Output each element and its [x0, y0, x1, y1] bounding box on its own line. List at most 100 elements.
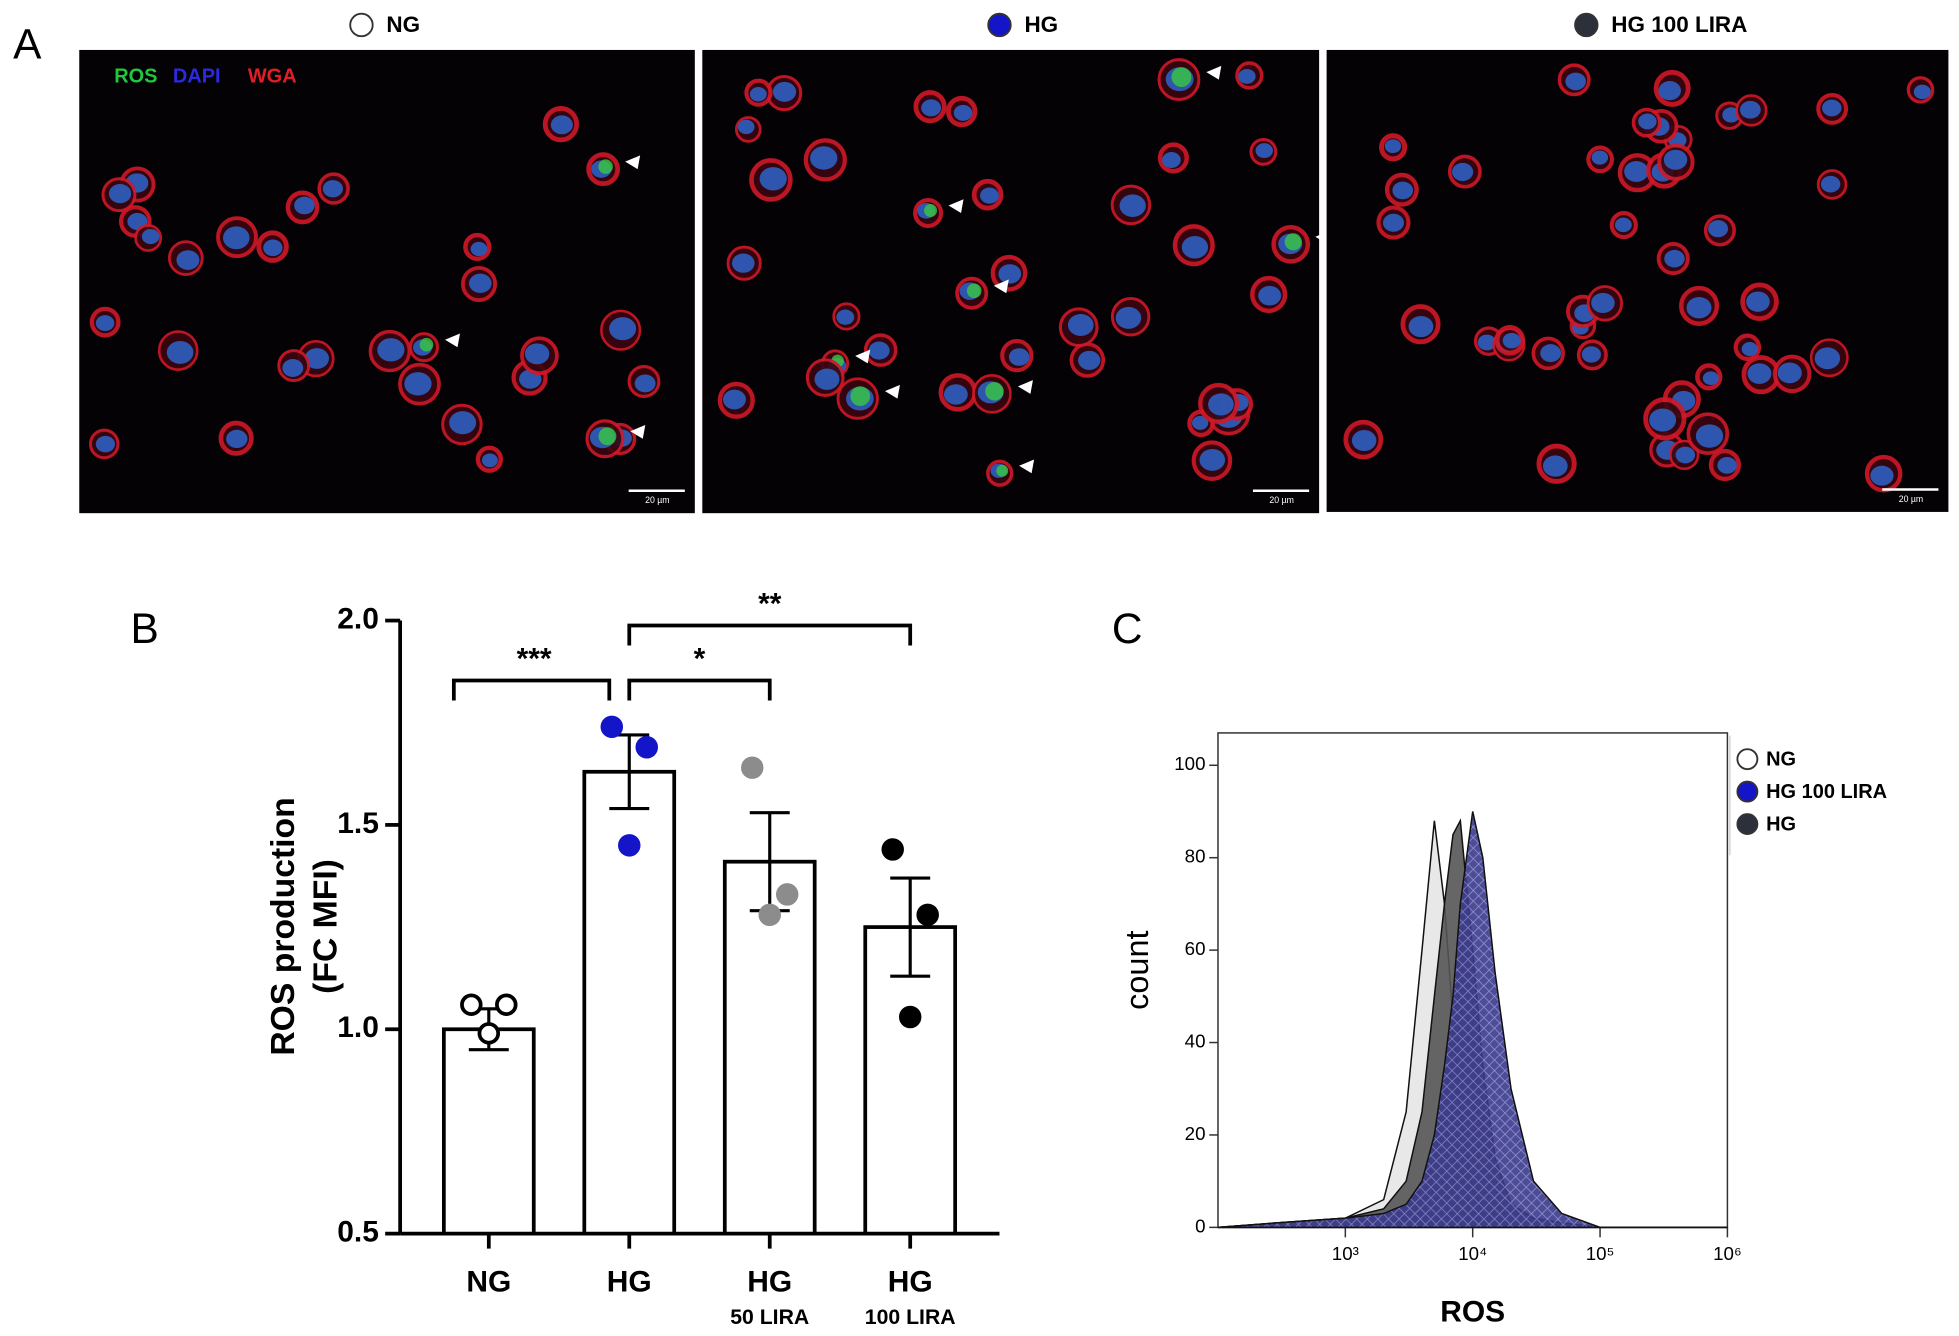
legend-label: HG	[1024, 12, 1058, 37]
cell-nucleus	[749, 87, 767, 102]
cell-nucleus	[263, 239, 283, 257]
stain-label: DAPI	[173, 66, 221, 88]
x-tick-label: 10⁶	[1713, 1243, 1742, 1264]
error-bar	[890, 876, 931, 978]
cell-nucleus	[222, 226, 250, 250]
ros-signal	[1171, 67, 1192, 88]
cell-nucleus	[1591, 150, 1609, 165]
cell-nucleus	[722, 389, 746, 410]
x-tick-label: HG	[607, 1265, 652, 1298]
data-point	[916, 903, 939, 927]
cell-nucleus	[524, 343, 550, 365]
ros-signal	[966, 283, 982, 299]
x-tick-label: 10⁵	[1586, 1243, 1615, 1264]
data-point	[881, 838, 904, 861]
cell-nucleus	[226, 429, 248, 449]
cell-nucleus	[1008, 348, 1030, 366]
cell-nucleus	[759, 167, 787, 191]
cell-nucleus	[404, 372, 432, 396]
data-point	[618, 834, 641, 857]
micrograph: 20 µm	[1326, 49, 1949, 512]
arrowhead	[1017, 380, 1033, 394]
x-tick-label: HG	[888, 1265, 933, 1298]
legend-label: HG 100 LIRA	[1766, 781, 1887, 803]
y-tick-label: 80	[1185, 846, 1206, 867]
bar	[441, 1027, 536, 1236]
ros-signal	[598, 159, 613, 174]
cell-nucleus	[1384, 139, 1402, 154]
legend-marker	[1736, 780, 1759, 803]
panel-label: B	[130, 605, 158, 652]
cell-nucleus	[1451, 162, 1474, 182]
cell-nucleus	[468, 273, 492, 294]
scale-bar-label: 20 µm	[645, 495, 669, 505]
arrowhead	[445, 333, 461, 348]
data-point	[495, 993, 518, 1016]
cell-nucleus	[1686, 297, 1712, 319]
legend-marker	[1736, 813, 1759, 835]
cell-nucleus	[1708, 220, 1729, 238]
significance-label: ***	[517, 642, 552, 675]
y-tick-label: 100	[1174, 753, 1205, 774]
x-tick-sublabel: 100 LIRA	[865, 1306, 956, 1329]
cell-nucleus	[304, 348, 329, 369]
ros-signal	[419, 337, 434, 352]
cell-nucleus	[1913, 84, 1931, 100]
cell-nucleus	[166, 340, 194, 364]
arrowhead	[1206, 65, 1222, 80]
bar	[863, 925, 958, 1236]
cell-nucleus	[176, 250, 200, 270]
cell-nucleus	[1208, 393, 1234, 416]
y-tick-label: 0	[1195, 1215, 1205, 1236]
cell-nucleus	[1814, 347, 1841, 370]
arrowhead	[1315, 230, 1331, 245]
legend-label: HG 100 LIRA	[1611, 12, 1747, 37]
y-axis-label: (FC MFI)	[307, 859, 345, 994]
cell-nucleus	[1675, 446, 1696, 464]
scale-bar-label: 20 µm	[1899, 494, 1923, 504]
arrowhead	[993, 279, 1009, 294]
legend-label: HG	[1766, 814, 1796, 836]
cell-nucleus	[1067, 313, 1094, 336]
cell-nucleus	[1542, 455, 1568, 477]
legend-label: NG	[386, 12, 420, 37]
cell-nucleus	[1581, 346, 1601, 363]
cell-nucleus	[634, 374, 656, 393]
arrowhead	[884, 384, 900, 399]
cell-nucleus	[1255, 143, 1273, 159]
cell-nucleus	[1717, 457, 1737, 474]
significance-bracket	[627, 623, 913, 646]
arrowhead	[625, 155, 641, 170]
cell-nucleus	[1199, 448, 1226, 471]
cell-nucleus	[998, 264, 1022, 284]
cell-nucleus	[921, 99, 942, 117]
data-point	[775, 883, 799, 906]
cell-nucleus	[1638, 113, 1657, 130]
cell-nucleus	[1540, 344, 1562, 363]
cell-nucleus	[1258, 285, 1282, 306]
cell-nucleus	[1777, 362, 1802, 384]
cell-nucleus	[108, 184, 132, 204]
y-tick-label: 1.5	[337, 807, 379, 840]
cell-nucleus	[814, 368, 840, 390]
significance-bracket	[451, 678, 612, 701]
panel-label: C	[1112, 605, 1143, 652]
cell-nucleus	[550, 115, 573, 135]
cell-nucleus	[1238, 68, 1256, 84]
legend-marker	[1574, 12, 1599, 38]
cell-nucleus	[1702, 371, 1719, 386]
cell-nucleus	[377, 338, 405, 362]
scale-bar-label: 20 µm	[1269, 495, 1293, 505]
panel-label: A	[13, 21, 42, 68]
cell-nucleus	[1162, 151, 1181, 168]
cell-nucleus	[141, 229, 160, 245]
cell-nucleus	[1382, 213, 1404, 232]
cell-nucleus	[1741, 342, 1758, 357]
x-tick-label: NG	[466, 1265, 511, 1298]
cell-nucleus	[1739, 100, 1761, 119]
cell-nucleus	[953, 104, 973, 121]
histogram-area	[1217, 811, 1728, 1229]
cell-nucleus	[1649, 408, 1677, 432]
